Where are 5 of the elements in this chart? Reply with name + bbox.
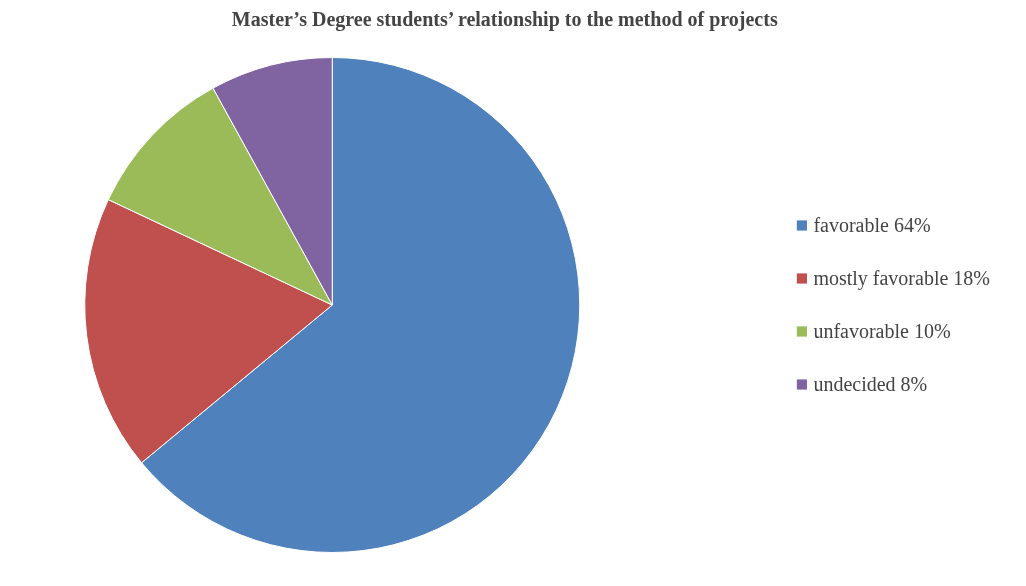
- legend-label: mostly favorable 18%: [813, 266, 990, 290]
- chart-title: Master’s Degree students’ relationship to the method of projects: [231, 7, 778, 31]
- legend-label: favorable 64%: [813, 213, 931, 237]
- legend-label: undecided 8%: [813, 372, 928, 396]
- legend-label: unfavorable 10%: [813, 319, 951, 343]
